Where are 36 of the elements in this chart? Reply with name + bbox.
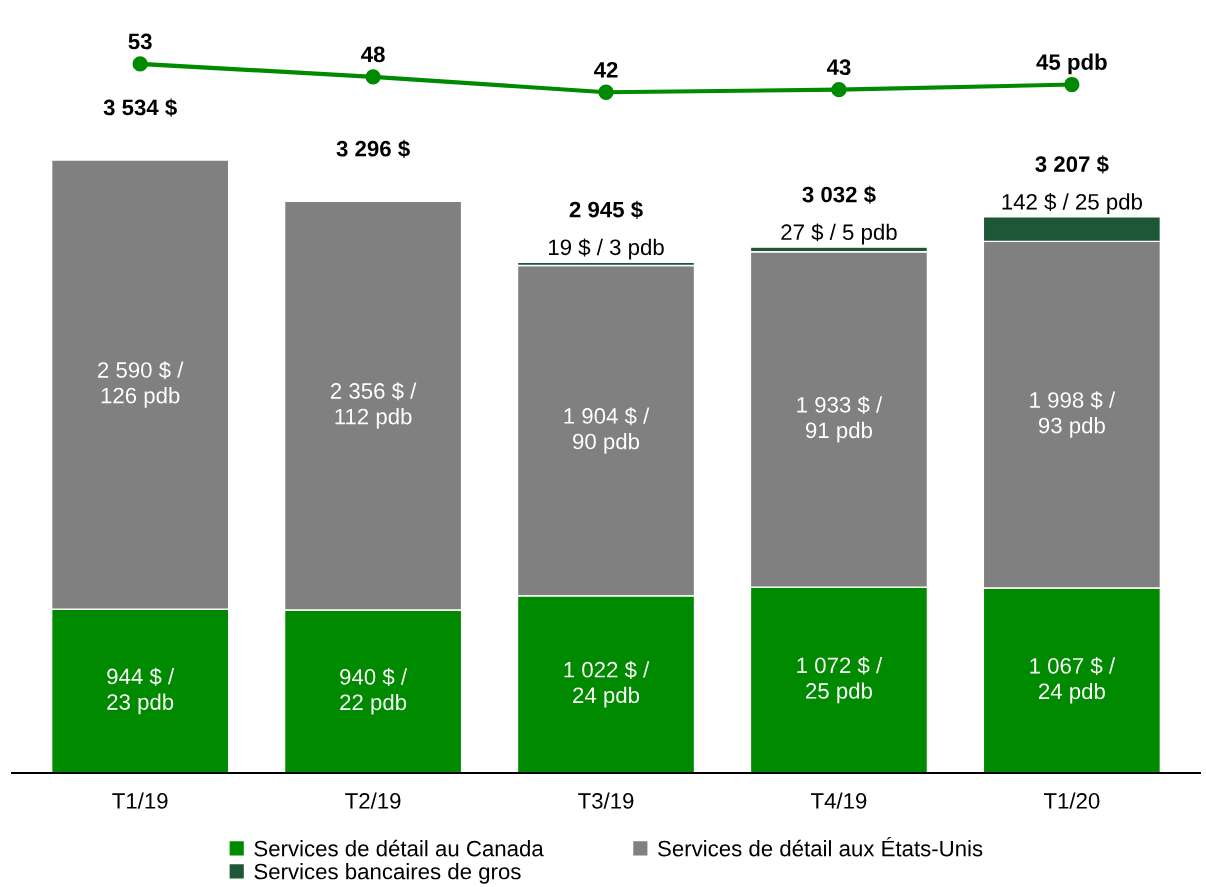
legend-label: Services de détail au Canada [254, 839, 544, 857]
data-label: 43 [826, 59, 851, 76]
data-label: 1 067 $ / 24 pdb [1030, 656, 1116, 704]
data-label: 27 $ / 5 pdb [781, 223, 897, 245]
total-label: 3 296 $ [336, 139, 410, 158]
x-tick-label: T4/19 [811, 792, 867, 809]
x-tick-label: T1/19 [112, 792, 168, 809]
x-tick-label: T2/19 [345, 792, 401, 809]
total-label: 3 534 $ [103, 98, 177, 117]
data-label: 1 904 $ / 90 pdb [564, 407, 650, 454]
data-label: 1 072 $ / 25 pdb [797, 656, 883, 704]
data-label: 2 356 $ / 112 pdb [330, 382, 417, 429]
point [132, 56, 148, 72]
data-label: 42 [593, 61, 618, 78]
point [365, 69, 381, 85]
data-label: 45 pdb [1036, 53, 1107, 75]
total-label: 3 032 $ [802, 185, 876, 204]
legend-label: Services de détail aux États-Unis [658, 836, 983, 857]
data-label: 19 $ / 3 pdb [549, 238, 664, 260]
x-tick-label: T3/19 [578, 792, 634, 809]
data-label: 1 998 $ / 93 pdb [1030, 391, 1116, 438]
data-label: 2 590 $ / 126 pdb [98, 361, 184, 408]
x-tick-label: T1/20 [1043, 792, 1100, 809]
point [598, 84, 614, 100]
data-label: 53 [128, 33, 152, 50]
point [831, 82, 847, 98]
data-label: 1 022 $ / 24 pdb [564, 660, 650, 708]
data-label: 48 [361, 46, 385, 63]
data-label: 940 $ / 22 pdb [340, 668, 408, 715]
data-label: 1 933 $ / 91 pdb [797, 395, 883, 443]
data-label: 142 $ / 25 pdb [1002, 193, 1142, 215]
legend-label: Services bancaires de gros [254, 863, 521, 884]
point [1064, 76, 1080, 93]
total-label: 3 207 $ [1035, 155, 1109, 174]
total-label: 2 945 $ [569, 200, 643, 219]
data-label: 944 $ / 23 pdb [107, 667, 175, 715]
